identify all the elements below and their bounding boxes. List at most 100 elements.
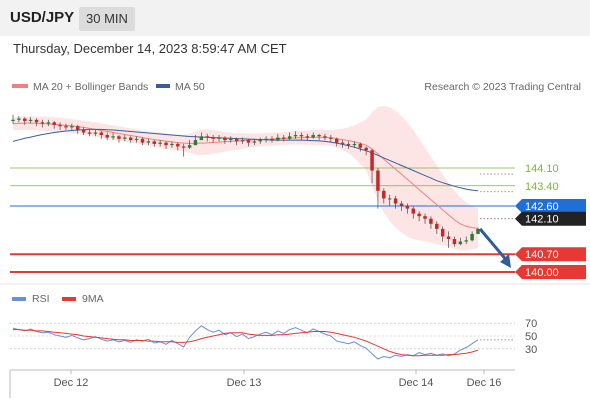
header-bar: USD/JPY 30 MIN [0,0,590,36]
research-credit: Research © 2023 Trading Central [424,81,581,93]
support-label: 140.00 [525,267,559,279]
candle-body [40,122,45,124]
rsi-level-label: 50 [525,331,537,343]
support-label: 140.70 [525,249,559,261]
support-tag [515,247,586,262]
ma50-line [12,128,479,192]
resistance-label: 143.40 [525,181,559,193]
candle-body [370,150,374,171]
candle-body [229,138,233,141]
last-price-label: 142.10 [525,214,559,226]
candle-body [64,126,68,128]
candle-body [70,126,74,128]
candle-body [423,216,427,219]
x-tick-label: Dec 16 [467,377,502,389]
candle-body [93,132,98,134]
bollinger-band [13,105,478,251]
ma20-line [12,122,479,229]
current-price-label: 142.60 [525,201,559,213]
candle-body [376,170,380,191]
candle-body [187,145,192,148]
candle-body [258,140,262,142]
rsi-ma9-line [13,329,479,357]
candle-body [299,135,304,137]
candle-body [429,218,433,224]
candle-body [317,135,321,137]
x-tick-label: Dec 14 [399,377,434,389]
candle-body [11,119,15,122]
candle-body [287,136,292,139]
candle-body [417,213,421,217]
candle-body [452,239,457,245]
rsi-level-label: 70 [525,318,537,330]
candle-body [358,143,363,148]
candle-body [411,208,415,214]
x-tick-label: Dec 13 [227,377,262,389]
candle-body [329,137,333,139]
candle-body [134,138,139,141]
candle-body [464,240,468,242]
candle-body [205,136,209,138]
timeframe-button[interactable]: 30 MIN [79,7,135,31]
candle-body [170,143,174,146]
candle-body [23,118,27,122]
candle-body [346,143,351,146]
candle-body [399,203,404,207]
candle-body [58,124,62,127]
resistance-label: 144.10 [525,163,559,175]
last-price-tag [515,211,586,226]
candle-body [152,141,157,144]
candle-body [240,140,245,142]
x-axis: Dec 12 Dec 13 Dec 14 Dec 16 [54,370,502,389]
symbol-label: USD/JPY [10,9,75,26]
ma50-legend-swatch [156,84,170,88]
ma50-legend-label: MA 50 [175,81,205,93]
candle-body [128,137,133,141]
candle-body [111,136,115,138]
candle-body [105,135,109,138]
candle-body [352,143,357,146]
current-price-tag [515,199,586,214]
candle-body [223,137,227,141]
candle-body [334,138,339,143]
candle-body [211,137,215,139]
rsi-level-label: 30 [525,344,537,356]
candle-body [34,119,39,123]
candle-body [364,147,368,151]
forecast-arrow-head [500,254,511,268]
rsi-legend-swatch [12,297,26,301]
candle-body [405,206,410,209]
candle-body [305,136,310,138]
candle-body [176,143,180,147]
candle-body [76,126,80,130]
ma9-legend-label: 9MA [82,293,104,305]
support-tag [515,265,586,279]
candle-body [52,122,56,125]
candle-body [81,129,86,133]
candle-body [234,138,239,142]
candle-body [164,142,168,146]
forecast-arrow-shaft [478,227,510,263]
candle-body [17,118,21,120]
candle-body [276,137,280,141]
candle-body [476,228,480,234]
candle-body [123,137,127,139]
candle-body [193,140,198,146]
candle-body [446,236,451,240]
rsi-legend-label: RSI [32,293,50,305]
candle-body [282,137,286,139]
candle-body [293,135,298,137]
candle-body [140,138,145,143]
candle-body [181,146,186,148]
candle-body [435,223,439,229]
candle-body [117,136,121,139]
candle-body [440,228,445,237]
candle-body [252,141,257,143]
rsi-line [12,325,479,360]
candle-body [311,135,315,138]
candle-body [146,141,151,143]
candle-body [470,233,474,241]
ma9-legend-swatch [62,297,76,301]
